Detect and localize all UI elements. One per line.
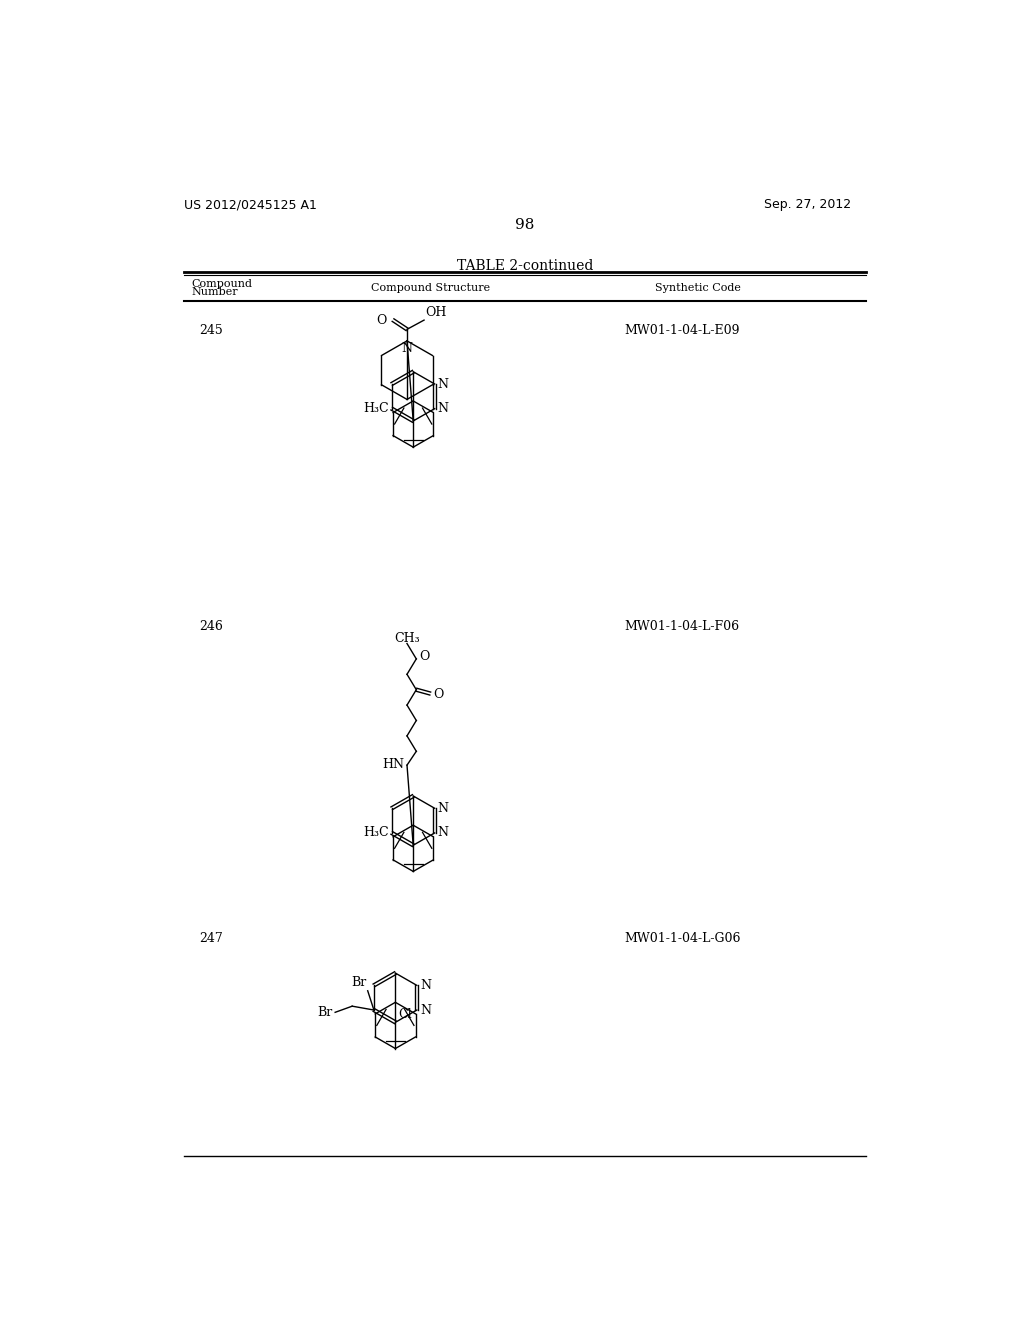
Text: N: N [420,1003,431,1016]
Text: H₃C: H₃C [362,826,389,840]
Text: Synthetic Code: Synthetic Code [655,284,741,293]
Text: 245: 245 [200,323,223,337]
Text: O: O [433,688,443,701]
Text: N: N [401,342,413,355]
Text: Br: Br [316,1006,332,1019]
Text: N: N [438,801,449,814]
Text: O: O [420,649,430,663]
Text: O: O [377,314,387,327]
Text: Compound: Compound [191,280,253,289]
Text: Br: Br [351,977,367,989]
Text: H₃C: H₃C [362,403,389,416]
Text: HN: HN [382,758,403,771]
Text: Sep. 27, 2012: Sep. 27, 2012 [764,198,851,211]
Text: 247: 247 [200,932,223,945]
Text: 246: 246 [200,620,223,634]
Text: TABLE 2-continued: TABLE 2-continued [457,259,593,272]
Text: N: N [420,979,431,991]
Text: MW01-1-04-L-G06: MW01-1-04-L-G06 [624,932,740,945]
Text: N: N [438,378,449,391]
Text: N: N [438,826,449,840]
Text: MW01-1-04-L-E09: MW01-1-04-L-E09 [624,323,739,337]
Text: Compound Structure: Compound Structure [371,284,489,293]
Text: MW01-1-04-L-F06: MW01-1-04-L-F06 [624,620,739,634]
Text: Cl: Cl [398,1007,412,1020]
Text: CH₃: CH₃ [394,632,420,645]
Text: N: N [438,403,449,416]
Text: Number: Number [191,286,239,297]
Text: OH: OH [426,306,446,319]
Text: US 2012/0245125 A1: US 2012/0245125 A1 [183,198,316,211]
Text: 98: 98 [515,218,535,232]
